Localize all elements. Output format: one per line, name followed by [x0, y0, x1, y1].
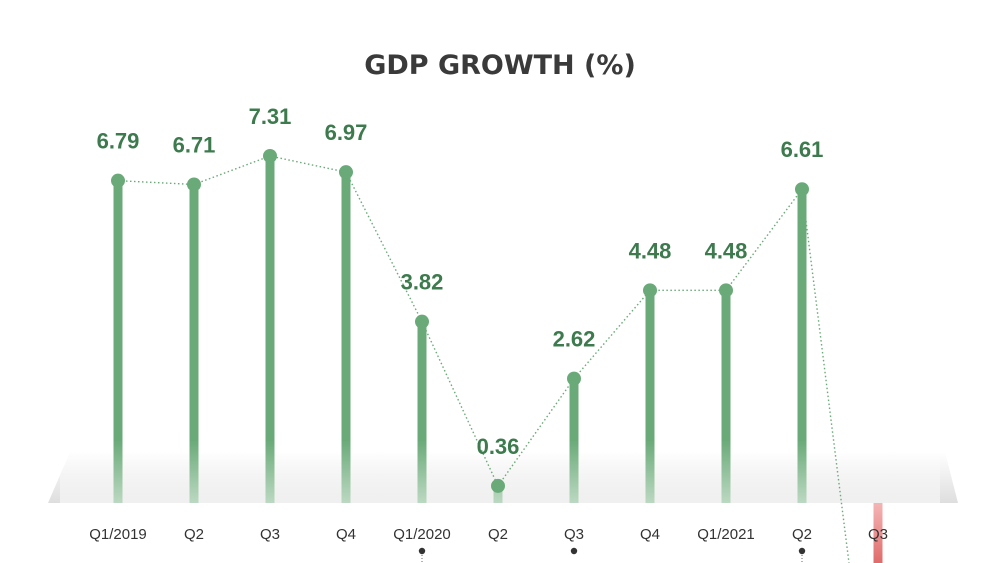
bar — [721, 290, 731, 503]
data-point — [187, 177, 201, 192]
trend-line — [117, 155, 850, 563]
trend-line-path — [117, 155, 803, 488]
tick-label: Q3 — [260, 526, 280, 543]
data-point — [643, 283, 657, 298]
value-label: 6.97 — [325, 120, 368, 145]
value-label: 7.31 — [249, 104, 292, 129]
chart-title: GDP GROWTH (%) — [364, 50, 636, 81]
bar — [645, 290, 655, 503]
data-point — [263, 149, 277, 163]
value-label: 3.82 — [401, 270, 444, 295]
bar — [265, 156, 275, 503]
tick-label: Q3 — [564, 526, 584, 543]
data-point — [339, 165, 353, 180]
tick-label: Q4 — [336, 526, 356, 543]
x-axis-ticks: Q1/2019 Q2 Q3 Q4 Q1/2020 Q2 Q3 Q4 Q1/2021 Q2 Q3 — [89, 526, 888, 563]
value-label: 6.79 — [97, 129, 140, 154]
bar — [189, 184, 199, 503]
tick-label: Q2 — [488, 526, 508, 543]
data-point — [795, 182, 809, 197]
marker-dot — [570, 547, 578, 555]
marker-dot — [798, 547, 806, 555]
tick-label: Q3 — [868, 526, 888, 543]
value-label: 0.36 — [477, 434, 520, 459]
value-label: 6.61 — [781, 137, 824, 162]
data-point — [415, 314, 429, 329]
marker-dot — [418, 547, 426, 555]
tick-label: Q1/2019 — [89, 526, 147, 543]
value-label: 4.48 — [629, 238, 672, 263]
bar — [113, 180, 123, 503]
drop-line — [801, 189, 850, 563]
bar — [417, 321, 427, 503]
bar — [341, 172, 351, 504]
data-point — [491, 478, 505, 493]
data-points — [111, 149, 809, 493]
data-point — [719, 283, 733, 298]
bar — [797, 189, 807, 503]
value-label: 2.62 — [553, 327, 596, 352]
tick-label: Q4 — [640, 526, 660, 543]
negative-bar — [873, 503, 883, 563]
tick-label: Q2 — [792, 526, 812, 543]
value-label: 4.48 — [705, 238, 748, 263]
data-point — [567, 371, 581, 386]
tick-label: Q1/2021 — [697, 526, 755, 543]
tick-label: Q1/2020 — [393, 526, 451, 543]
data-point — [111, 173, 125, 188]
value-label: 6.71 — [173, 132, 216, 157]
tick-label: Q2 — [184, 526, 204, 543]
value-labels: 6.79 6.71 7.31 6.97 3.82 0.36 2.62 4.48 4.48 6.61 — [97, 104, 824, 459]
